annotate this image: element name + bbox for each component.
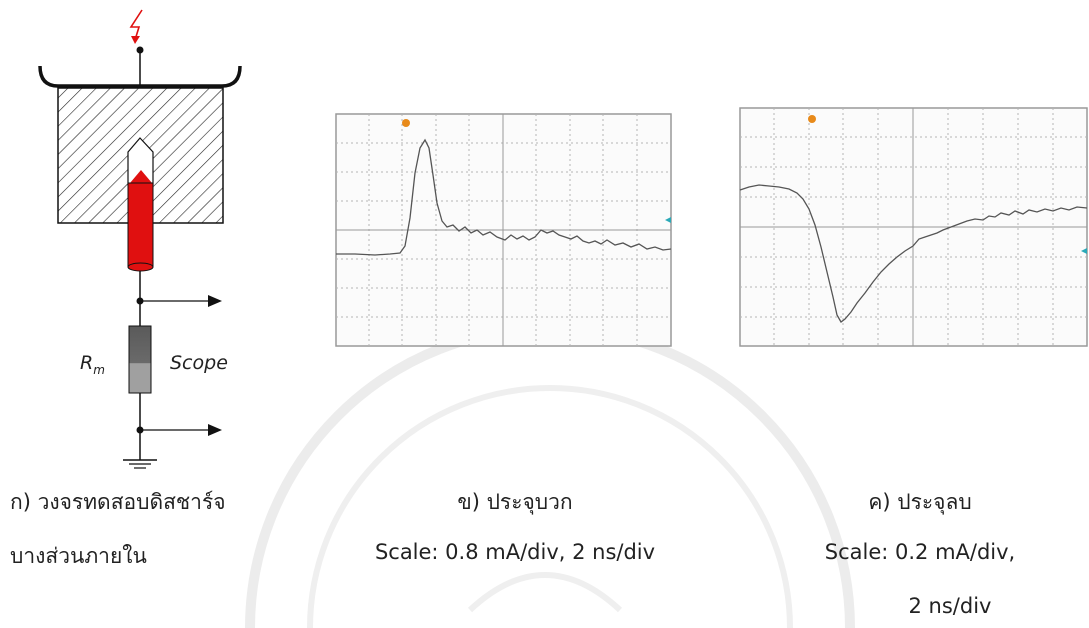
- caption-c-line3: 2 ns/div: [908, 594, 992, 618]
- resistor-label-sub: m: [93, 362, 105, 377]
- watermark-emblem: [467, 572, 623, 613]
- level-marker-icon: [665, 217, 671, 223]
- electrode-base: [127, 262, 154, 272]
- lightning-arrow-icon: [131, 36, 140, 44]
- top-electrode: [38, 65, 242, 88]
- watermark-arc-outer: [245, 323, 855, 628]
- caption-b-line2: Scale: 0.8 mA/div, 2 ns/div: [374, 540, 656, 564]
- level-marker-icon: [1081, 248, 1087, 254]
- scope-label: Scope: [170, 352, 228, 374]
- electrode-tip: [130, 170, 152, 183]
- watermark-arc-inner: [307, 385, 793, 628]
- test-circuit-diagram: [38, 9, 242, 469]
- resistor-rm: [128, 325, 152, 394]
- arrow-right-icon: [208, 295, 222, 307]
- caption-c-line1: ค) ประจุลบ: [868, 490, 972, 514]
- waveform-trace: [336, 138, 672, 256]
- arrow-right-icon: [208, 424, 222, 436]
- lightning-icon: [129, 9, 143, 41]
- caption-b-line1: ข) ประจุบวก: [457, 490, 573, 514]
- caption-a-line2: บางส่วนภายใน: [10, 544, 147, 568]
- trigger-marker-icon: [808, 115, 816, 123]
- cavity-tip: [127, 137, 154, 186]
- electrode-rod: [127, 182, 154, 268]
- scope-trace-negative: [739, 107, 1088, 347]
- caption-c-line2: Scale: 0.2 mA/div,: [824, 540, 1016, 564]
- waveform-trace: [739, 184, 1088, 323]
- trigger-marker-icon: [402, 119, 410, 127]
- caption-a-line1: ก) วงจรทดสอบดิสชาร์จ: [10, 490, 226, 514]
- ground-icon: [123, 459, 157, 469]
- scope-trace-positive: [335, 113, 672, 347]
- resistor-label-main: R: [80, 352, 94, 374]
- resistor-label: Rm: [80, 352, 105, 377]
